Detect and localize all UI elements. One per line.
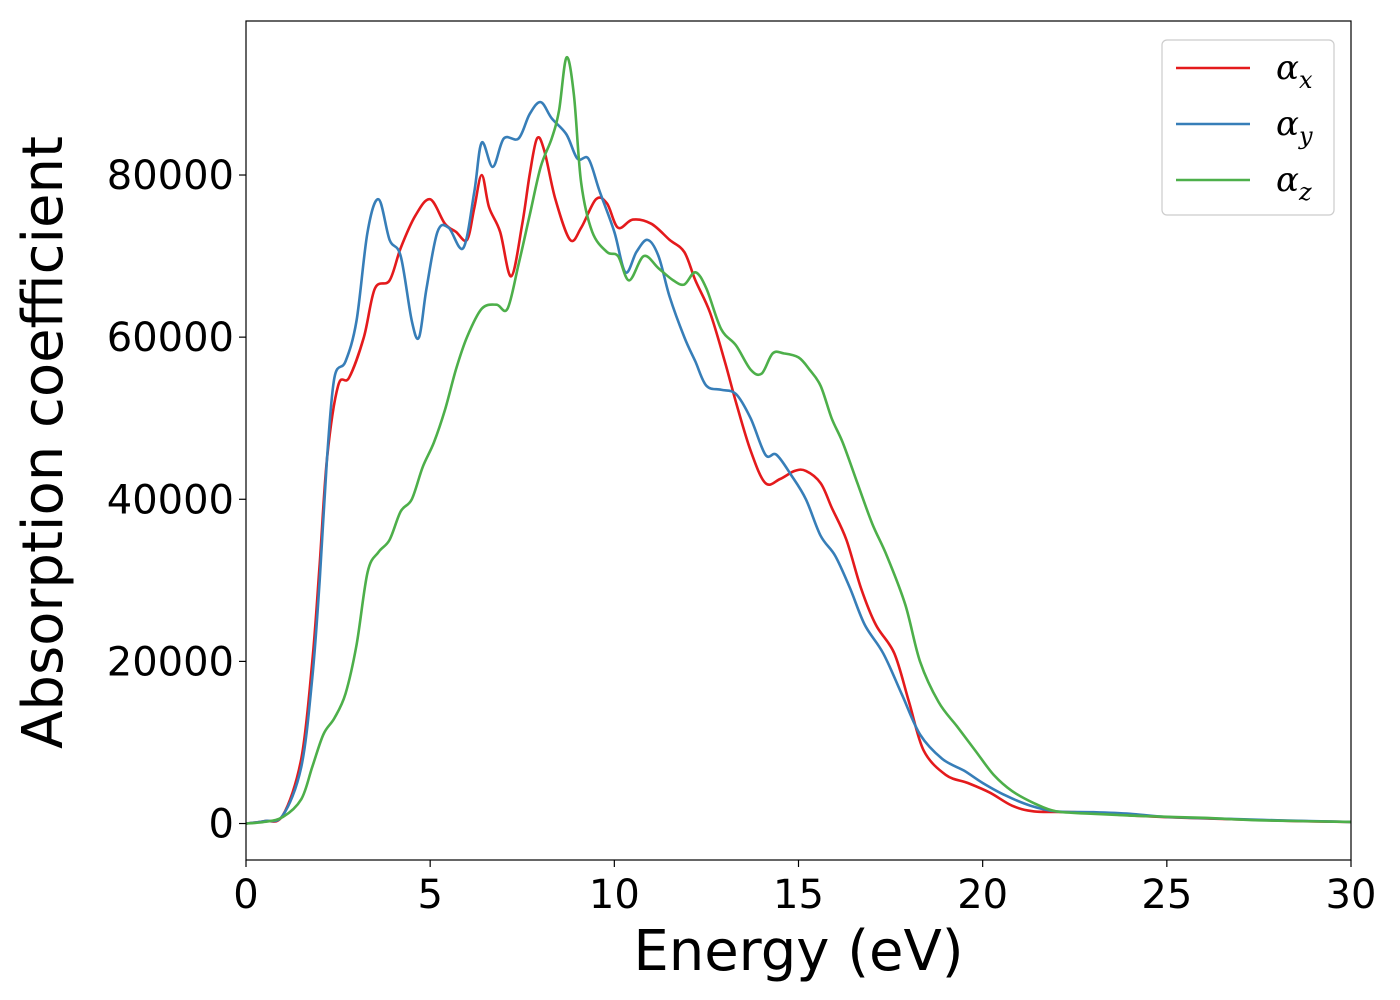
legend-entry-x: αx [1176, 48, 1313, 94]
legend-label: αy [1276, 104, 1313, 150]
legend-label-base: α [1276, 48, 1299, 88]
series-layer [245, 56, 1352, 825]
x-tick-label: 25 [1141, 872, 1192, 918]
y-tick-label: 80000 [107, 153, 234, 199]
legend-label-base: α [1276, 160, 1299, 200]
legend-entry-y: αy [1176, 104, 1313, 150]
legend-label-subscript: x [1299, 66, 1313, 94]
y-axis: 0 20000 40000 60000 80000 [107, 153, 246, 848]
legend-box [1161, 39, 1335, 216]
y-tick-label: 40000 [107, 477, 234, 523]
series-line-z [245, 56, 1352, 825]
x-tick-label: 30 [1326, 872, 1377, 918]
legend-label-subscript: z [1298, 178, 1312, 206]
legend-label-subscript: y [1298, 122, 1313, 150]
y-tick-label: 60000 [107, 315, 234, 361]
x-tick-label: 5 [417, 872, 442, 918]
y-tick-label: 0 [209, 802, 234, 848]
series-line-y [245, 100, 1352, 825]
y-tick-label: 20000 [107, 639, 234, 685]
x-tick-label: 0 [233, 872, 258, 918]
x-axis: 0 5 10 15 20 25 30 [233, 860, 1376, 918]
legend-label: αz [1276, 160, 1312, 206]
x-tick-label: 15 [773, 872, 824, 918]
x-tick-label: 20 [957, 872, 1008, 918]
y-axis-title: Absorption coefficient [11, 136, 76, 749]
legend-entry-z: αz [1176, 160, 1312, 206]
x-axis-title: Energy (eV) [633, 919, 963, 984]
legend-label: αx [1276, 48, 1313, 94]
legend-label-base: α [1276, 104, 1299, 144]
x-tick-label: 10 [589, 872, 640, 918]
series-line-x [245, 135, 1352, 825]
